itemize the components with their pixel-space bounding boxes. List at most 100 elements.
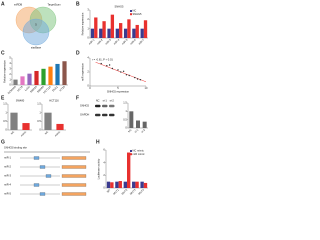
bar bbox=[94, 17, 98, 38]
legend-swatch bbox=[130, 10, 132, 12]
bar bbox=[129, 111, 134, 128]
x-tick-label: 0 bbox=[89, 86, 91, 90]
x-tick-label: MUT2 bbox=[120, 187, 128, 195]
point bbox=[139, 79, 142, 81]
y-tick-label: 2 bbox=[87, 70, 89, 74]
bar bbox=[132, 28, 136, 38]
schematic-box bbox=[33, 156, 40, 160]
schematic-box bbox=[61, 183, 87, 187]
blot-label: GAPDH bbox=[80, 113, 89, 117]
bar bbox=[107, 28, 111, 38]
bar bbox=[140, 181, 144, 188]
bar bbox=[123, 28, 128, 38]
point bbox=[122, 70, 125, 73]
y-tick-label: 1 bbox=[125, 109, 127, 113]
bar bbox=[132, 181, 136, 188]
y-tick-label: 0 bbox=[87, 36, 89, 40]
bar bbox=[127, 19, 131, 38]
schematic-row: miR-4 bbox=[4, 183, 11, 187]
x-tick-label: miR-6 bbox=[129, 37, 137, 45]
y-tick-label: 0 bbox=[87, 84, 89, 88]
x-tick-label: HT29 bbox=[58, 84, 66, 92]
y-tick-label: 0 bbox=[9, 83, 11, 87]
panel-letter: E bbox=[1, 95, 5, 101]
point bbox=[134, 76, 136, 79]
bar bbox=[62, 61, 67, 85]
y-tick-label: 1 bbox=[87, 26, 89, 30]
annotation: r = -0.61, P < 0.01 bbox=[92, 58, 113, 62]
bar bbox=[99, 28, 103, 38]
x-tick-label: SW620 bbox=[29, 84, 38, 93]
y-tick-label: 1 bbox=[9, 77, 11, 81]
y-label: Luciferase activity bbox=[97, 158, 101, 179]
y-tick-label: 4 bbox=[87, 56, 89, 60]
y-tick-label: 1.5 bbox=[37, 102, 41, 106]
bar bbox=[20, 76, 25, 85]
panel-letter: A bbox=[1, 1, 5, 7]
legend-swatch bbox=[130, 150, 132, 152]
blot-band bbox=[109, 113, 115, 117]
bar bbox=[13, 79, 18, 85]
schematic-box bbox=[61, 165, 87, 169]
y-tick-label: 0.5 bbox=[3, 119, 7, 123]
y-tick-label: 0.5 bbox=[123, 117, 127, 121]
panel-letter: C bbox=[1, 50, 5, 56]
legend-swatch bbox=[130, 153, 132, 156]
panel-letter: H bbox=[96, 139, 100, 145]
x-tick-label: miR-2 bbox=[96, 37, 104, 45]
y-tick-label: 2 bbox=[9, 72, 11, 76]
legend-label: NC mimic bbox=[133, 149, 145, 153]
chart-title: SW480 bbox=[16, 99, 25, 103]
bar bbox=[56, 123, 64, 130]
point bbox=[100, 62, 102, 65]
blot-lane: si-1 bbox=[103, 99, 108, 103]
panel-letter: F bbox=[76, 95, 79, 101]
x-tick-label: miR-1 bbox=[88, 37, 96, 45]
point bbox=[120, 71, 122, 73]
x-tick-label: MUT4 bbox=[137, 187, 145, 195]
bar bbox=[118, 181, 122, 188]
y-tick-label: 3 bbox=[87, 8, 89, 12]
x-tick-label: NC bbox=[44, 130, 50, 136]
schematic-box bbox=[39, 165, 46, 169]
bar bbox=[106, 181, 111, 188]
y-tick-label: 4 bbox=[9, 61, 11, 65]
y-label: Relative expression bbox=[3, 60, 7, 83]
bar bbox=[135, 24, 139, 38]
x-tick-label: mimic bbox=[20, 129, 28, 137]
y-tick-label: 0 bbox=[125, 126, 127, 130]
y-label: miR expression bbox=[81, 63, 85, 81]
y-tick-label: 4 bbox=[103, 160, 105, 164]
panel-letter: G bbox=[1, 139, 5, 145]
legend-swatch bbox=[130, 13, 132, 16]
bar bbox=[123, 181, 127, 188]
point bbox=[128, 74, 130, 77]
y-tick-label: 1.5 bbox=[3, 102, 7, 106]
y-tick-label: 2 bbox=[103, 173, 105, 177]
x-tick-label: NC bbox=[10, 130, 16, 136]
bar bbox=[143, 182, 148, 188]
point bbox=[108, 64, 111, 66]
bar bbox=[110, 182, 114, 188]
schematic-row: miR-5 bbox=[4, 192, 11, 196]
y-tick-label: 2 bbox=[87, 17, 89, 21]
blot-band bbox=[102, 113, 108, 117]
chart-title: SNHG5 bbox=[115, 5, 124, 9]
venn-overlap: 5 bbox=[35, 23, 37, 27]
point bbox=[106, 65, 108, 67]
point bbox=[125, 74, 128, 76]
bar bbox=[115, 181, 119, 188]
bar bbox=[135, 181, 139, 188]
bar bbox=[110, 14, 115, 38]
blot-band bbox=[102, 104, 108, 108]
bar bbox=[22, 123, 30, 130]
bar bbox=[48, 66, 53, 85]
bar bbox=[41, 68, 46, 85]
legend-label: SNHG5 bbox=[133, 12, 142, 16]
venn-circle bbox=[22, 18, 50, 46]
x-tick-label: 5 bbox=[117, 86, 119, 90]
x-tick-label: miR-5 bbox=[121, 37, 129, 45]
bar bbox=[90, 28, 95, 38]
bar bbox=[44, 112, 52, 130]
